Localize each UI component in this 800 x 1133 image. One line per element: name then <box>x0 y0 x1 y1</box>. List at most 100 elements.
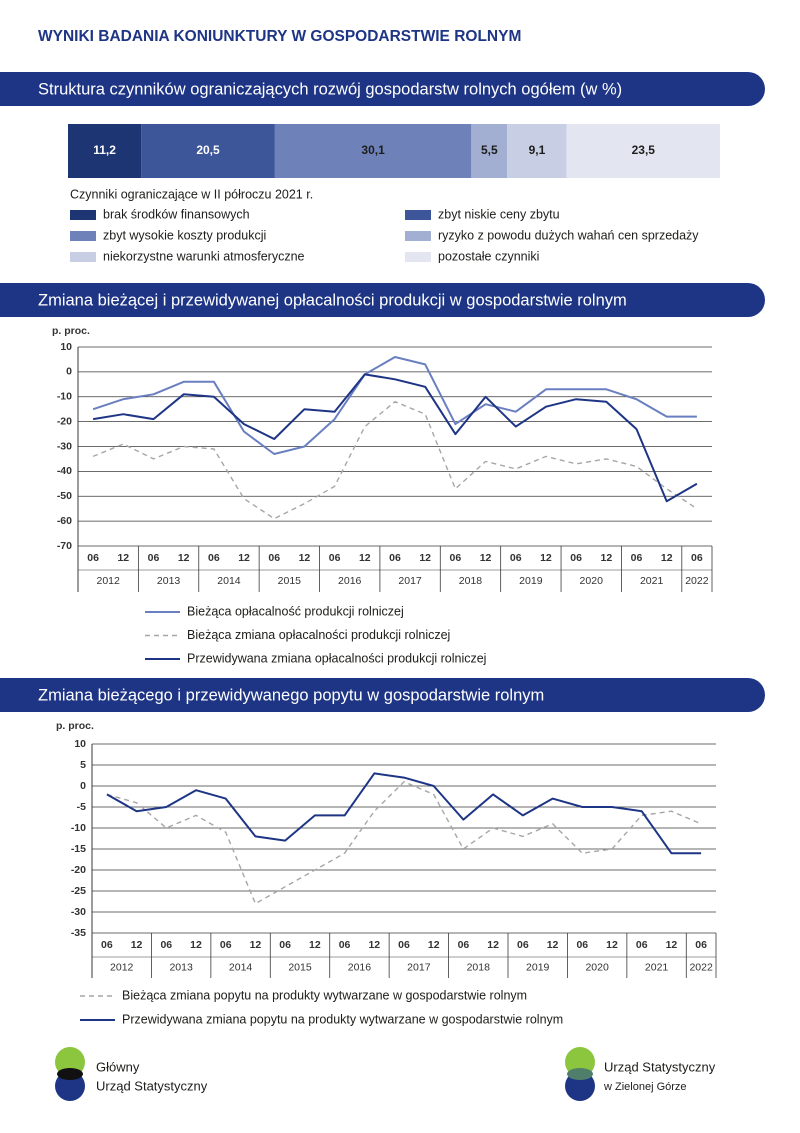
year-label: 2018 <box>459 575 483 587</box>
legend-label: zbyt wysokie koszty produkcji <box>103 228 266 242</box>
x-tick-label: 12 <box>606 939 618 951</box>
y-tick-label: -60 <box>57 515 72 527</box>
logo-shape <box>57 1068 83 1080</box>
x-tick-label: 06 <box>458 939 470 951</box>
legend-label: ryzyko z powodu dużych wahań cen sprzeda… <box>438 228 699 242</box>
x-tick-label: 12 <box>428 939 440 951</box>
x-tick-label: 06 <box>220 939 232 951</box>
x-tick-label: 06 <box>160 939 172 951</box>
page-title: WYNIKI BADANIA KONIUNKTURY W GOSPODARSTW… <box>38 28 521 45</box>
legend-label: Bieżąca opłacalność produkcji rolniczej <box>187 604 404 618</box>
year-label: 2014 <box>217 575 241 587</box>
series-line <box>92 401 698 520</box>
x-tick-label: 12 <box>309 939 321 951</box>
legend-swatch <box>405 210 431 220</box>
x-tick-label: 12 <box>661 552 673 564</box>
x-tick-label: 12 <box>419 552 431 564</box>
x-tick-label: 12 <box>480 552 492 564</box>
y-tick-label: -35 <box>71 927 86 939</box>
logo-text: w Zielonej Górze <box>603 1081 687 1093</box>
legend-label: zbyt niskie ceny zbytu <box>438 207 560 221</box>
data-label: 9,1 <box>529 143 546 157</box>
y-tick-label: -20 <box>57 415 72 427</box>
x-tick-label: 06 <box>208 552 220 564</box>
y-tick-label: -40 <box>57 465 72 477</box>
y-tick-label: -25 <box>71 885 86 897</box>
bar-segment <box>274 124 472 178</box>
year-label: 2016 <box>348 961 372 973</box>
x-tick-label: 06 <box>576 939 588 951</box>
series-line <box>92 373 698 503</box>
year-label: 2022 <box>689 961 713 973</box>
y-tick-label: 5 <box>80 759 86 771</box>
x-tick-label: 06 <box>631 552 643 564</box>
x-tick-label: 12 <box>600 552 612 564</box>
legend-label: Przewidywana zmiana opłacalności produkc… <box>187 651 486 665</box>
data-label: 11,2 <box>93 143 116 157</box>
x-tick-label: 06 <box>339 939 351 951</box>
y-axis-label: p. proc. <box>56 720 94 732</box>
data-label: 23,5 <box>632 143 656 157</box>
year-label: 2014 <box>229 961 253 973</box>
year-label: 2022 <box>685 575 709 587</box>
x-tick-label: 12 <box>178 552 190 564</box>
year-label: 2019 <box>526 961 550 973</box>
year-label: 2020 <box>580 575 604 587</box>
logo-shape <box>567 1068 593 1080</box>
legend-swatch <box>405 252 431 262</box>
series-line <box>106 781 702 905</box>
y-tick-label: -15 <box>71 843 86 855</box>
bar-segment <box>141 124 275 178</box>
data-label: 20,5 <box>196 143 220 157</box>
banner <box>0 72 765 106</box>
bar-segment <box>507 124 567 178</box>
bar-segment <box>566 124 720 178</box>
legend-swatch <box>70 252 96 262</box>
x-tick-label: 12 <box>250 939 262 951</box>
y-tick-label: -10 <box>71 822 86 834</box>
series-line <box>106 772 702 855</box>
x-tick-label: 12 <box>238 552 250 564</box>
chart-title: Struktura czynników ograniczających rozw… <box>38 80 622 98</box>
y-tick-label: -50 <box>57 490 72 502</box>
x-tick-label: 06 <box>517 939 529 951</box>
chart-title: Zmiana bieżącego i przewidywanego popytu… <box>38 686 544 704</box>
data-label: 30,1 <box>361 143 385 157</box>
year-label: 2018 <box>467 961 491 973</box>
year-label: 2016 <box>338 575 362 587</box>
legend-swatch <box>70 210 96 220</box>
x-tick-label: 12 <box>359 552 371 564</box>
y-tick-label: 0 <box>66 366 72 378</box>
x-tick-label: 06 <box>389 552 401 564</box>
year-label: 2015 <box>288 961 312 973</box>
x-tick-label: 06 <box>329 552 341 564</box>
y-tick-label: -30 <box>57 440 72 452</box>
legend-label: Bieżąca zmiana popytu na produkty wytwar… <box>122 988 527 1002</box>
x-tick-label: 12 <box>540 552 552 564</box>
x-tick-label: 06 <box>398 939 410 951</box>
y-tick-label: 0 <box>80 780 86 792</box>
y-tick-label: -70 <box>57 540 72 552</box>
legend-label: niekorzystne warunki atmosferyczne <box>103 249 305 263</box>
x-tick-label: 12 <box>666 939 678 951</box>
y-tick-label: -30 <box>71 906 86 918</box>
banner <box>0 283 765 317</box>
x-tick-label: 12 <box>368 939 380 951</box>
y-tick-label: -20 <box>71 864 86 876</box>
x-tick-label: 06 <box>87 552 99 564</box>
year-label: 2020 <box>585 961 609 973</box>
x-tick-label: 06 <box>570 552 582 564</box>
x-tick-label: 06 <box>450 552 462 564</box>
x-tick-label: 06 <box>148 552 160 564</box>
y-tick-label: -5 <box>77 801 86 813</box>
year-label: 2019 <box>519 575 543 587</box>
year-label: 2013 <box>169 961 193 973</box>
x-tick-label: 12 <box>299 552 311 564</box>
series-line <box>92 356 697 455</box>
year-label: 2012 <box>97 575 121 587</box>
data-label: 5,5 <box>481 143 498 157</box>
y-tick-label: 10 <box>74 738 86 750</box>
